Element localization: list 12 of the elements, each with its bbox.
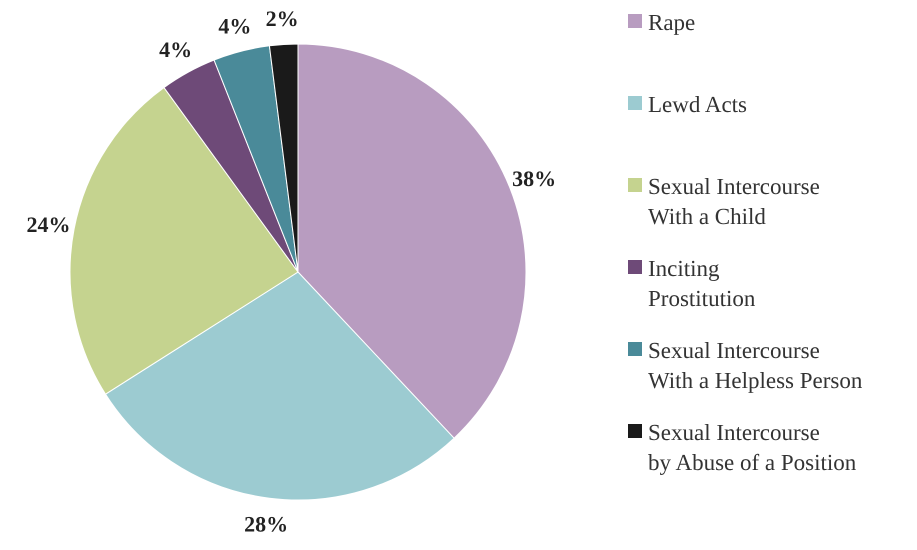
legend-label: Rape — [648, 10, 696, 34]
data-label: 4% — [218, 13, 252, 38]
legend-label: Sexual Intercourse With a Child — [648, 174, 820, 228]
data-label: 28% — [244, 511, 288, 536]
data-label: 4% — [159, 36, 192, 62]
legend-label: Sexual Intercourse With a Helpless Person — [648, 338, 863, 392]
legend-label: Inciting Prostitution — [648, 256, 756, 310]
data-label: 38% — [512, 166, 556, 191]
legend-label: Sexual Intercourse by Abuse of a Position — [648, 420, 857, 474]
legend-label: Lewd Acts — [648, 92, 748, 116]
data-label: 24% — [26, 212, 70, 237]
data-label: 2% — [266, 6, 299, 31]
